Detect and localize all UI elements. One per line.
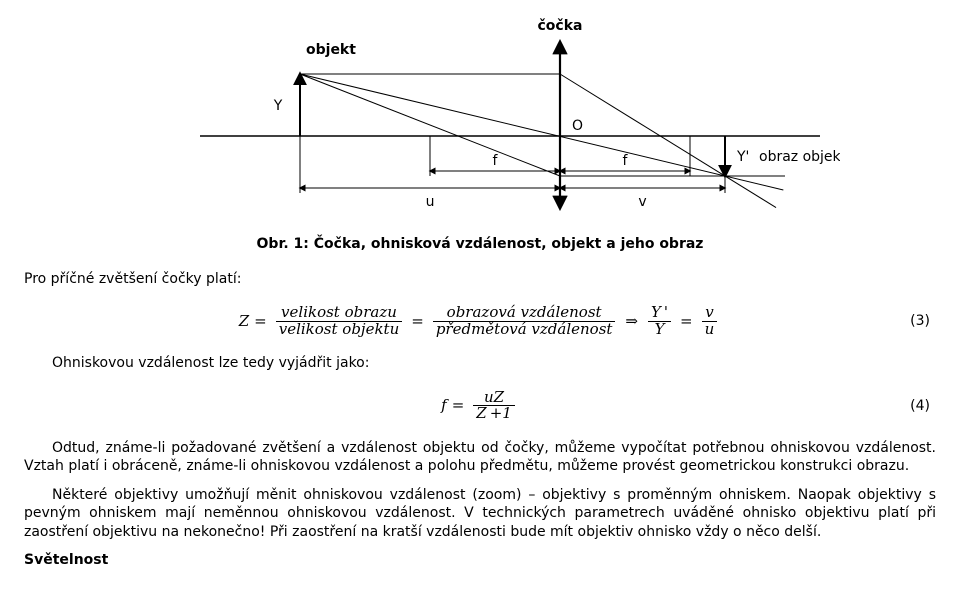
lens-diagram: f f u v čočka objekt Y O Y' obraz objektu (120, 16, 840, 226)
frac-uZ: uZ Z +1 (473, 390, 515, 423)
equation-number-3: (3) (910, 298, 930, 344)
equation-4: f = uZ Z +1 (4) (24, 383, 936, 429)
svg-text:v: v (638, 194, 646, 210)
svg-text:u: u (426, 194, 435, 210)
frac-dist-num: obrazová vzdálenost (444, 305, 605, 321)
sym-Z: Z (239, 312, 249, 332)
page: ffuvčočkaobjektYOY'obraz objektu Obr. 1:… (0, 0, 960, 594)
svg-text:f: f (623, 153, 629, 169)
svg-text:objekt: objekt (306, 42, 356, 58)
paragraph-4: Některé objektivy umožňují měnit ohnisko… (24, 486, 936, 541)
frac-size: velikost obrazu velikost objektu (276, 305, 403, 338)
lens-diagram-container: f f u v čočka objekt Y O Y' obraz objektu (24, 16, 936, 226)
frac-dist: obrazová vzdálenost předmětová vzdálenos… (433, 305, 616, 338)
double-arrow-icon: ⇒ (625, 312, 638, 332)
paragraph-lead-eq4: Ohniskovou vzdálenost lze tedy vyjádřit … (24, 354, 936, 372)
section-heading: Světelnost (24, 551, 936, 569)
equation-3: Z = velikost obrazu velikost objektu = o… (24, 298, 936, 344)
frac-size-den: velikost objektu (276, 322, 403, 338)
sym-eq2: = (411, 312, 424, 332)
svg-text:O: O (572, 118, 583, 134)
sym-f: f (441, 396, 447, 416)
svg-text:obraz objektu: obraz objektu (759, 149, 840, 165)
svg-text:Y': Y' (736, 149, 749, 165)
frac-Y-num: Y ' (648, 305, 671, 321)
body-text: Pro příčné zvětšení čočky platí: Z = vel… (24, 270, 936, 570)
svg-text:f: f (493, 153, 499, 169)
equation-number-4: (4) (910, 383, 930, 429)
frac-Y: Y ' Y (648, 305, 671, 338)
svg-text:čočka: čočka (538, 18, 583, 34)
frac-Y-den: Y (652, 322, 668, 338)
frac-vu: v u (702, 305, 718, 338)
frac-uZ-den: Z +1 (473, 406, 515, 422)
frac-uZ-num: uZ (481, 390, 507, 406)
frac-size-num: velikost obrazu (278, 305, 400, 321)
sym-eq1: = (254, 312, 267, 332)
sym-eq3: = (680, 312, 693, 332)
paragraph-lead-eq3: Pro příčné zvětšení čočky platí: (24, 270, 936, 288)
paragraph-3: Odtud, známe-li požadované zvětšení a vz… (24, 439, 936, 476)
frac-vu-num: v (702, 305, 716, 321)
figure-caption: Obr. 1: Čočka, ohnisková vzdálenost, obj… (24, 236, 936, 252)
frac-dist-den: předmětová vzdálenost (433, 322, 616, 338)
svg-text:Y: Y (273, 98, 283, 114)
frac-vu-den: u (702, 322, 718, 338)
sym-eq4: = (452, 396, 465, 416)
